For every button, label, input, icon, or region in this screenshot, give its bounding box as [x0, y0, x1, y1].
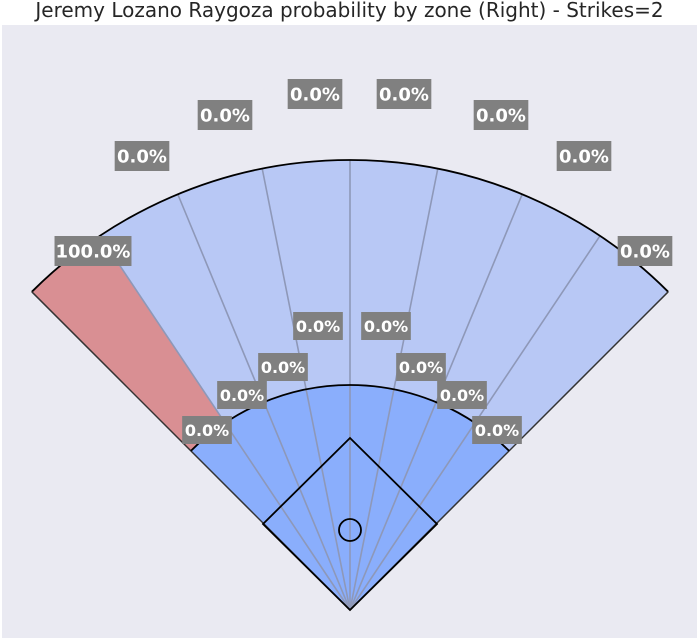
- outfield-zone-3: [177, 168, 307, 403]
- infield-zone-label-4-box: [293, 312, 343, 340]
- outfield-zone-2: [99, 194, 264, 423]
- infield-zone-label-1: 0.0%: [182, 416, 232, 444]
- chart-title: Jeremy Lozano Raygoza probability by zon…: [35, 0, 664, 22]
- outfield-zone-label-2-text: 0.0%: [117, 146, 167, 167]
- infield-zone-label-2: 0.0%: [217, 381, 267, 409]
- outfield-zone-label-8-box: [617, 236, 673, 266]
- infield-zone-label-7: 0.0%: [437, 381, 487, 409]
- outfield-zone-label-4-box: [287, 79, 343, 109]
- infield-zone-label-4: 0.0%: [293, 312, 343, 340]
- infield-zone-label-6: 0.0%: [396, 353, 446, 381]
- outfield-zone-label-8: 0.0%: [617, 236, 673, 266]
- outfield-zone-1: [31, 235, 225, 451]
- outfield-wall: [31, 159, 669, 293]
- infield-zone-label-8-box: [472, 416, 522, 444]
- outfield-zone-8: [475, 235, 669, 451]
- infield-zone-label-2-box: [217, 381, 267, 409]
- infield-zone-label-3-text: 0.0%: [261, 358, 305, 377]
- outfield-zone-label-6-text: 0.0%: [476, 105, 526, 126]
- outfield-zone-label-6: 0.0%: [473, 100, 529, 130]
- outfield-zone-label-3-box: [197, 100, 253, 130]
- outfield-zone-label-4: 0.0%: [287, 79, 343, 109]
- infield-zone-label-4-text: 0.0%: [296, 317, 340, 336]
- infield-zone-label-7-text: 0.0%: [440, 386, 484, 405]
- outfield-zone-label-3-text: 0.0%: [200, 105, 250, 126]
- outfield-zone-label-5: 0.0%: [376, 79, 432, 109]
- outfield-zone-label-4-text: 0.0%: [290, 84, 340, 105]
- base-diamond: [261, 436, 439, 612]
- outfield-zone-label-7: 0.0%: [556, 141, 612, 171]
- infield-zone-7: [350, 402, 476, 610]
- infield-zone-label-1-box: [182, 416, 232, 444]
- infield-zone-6: [350, 389, 437, 610]
- outfield-zone-label-2: 0.0%: [114, 141, 170, 171]
- infield-zone-label-5-text: 0.0%: [364, 317, 408, 336]
- outfield-zone-label-1-box: [54, 236, 132, 266]
- outfield-zone-6: [393, 168, 523, 403]
- infield-zone-label-8: 0.0%: [472, 416, 522, 444]
- outfield-zone-label-7-box: [556, 141, 612, 171]
- outfield-zone-label-7-text: 0.0%: [559, 146, 609, 167]
- outfield-zone-label-5-box: [376, 79, 432, 109]
- outfield-zone-label-5-text: 0.0%: [379, 84, 429, 105]
- infield-zone-label-5: 0.0%: [361, 312, 411, 340]
- outfield-zone-label-1: 100.0%: [54, 236, 132, 266]
- infield-zone-2: [224, 402, 350, 610]
- outfield-zone-7: [436, 194, 601, 423]
- outfield-zone-label-1-text: 100.0%: [56, 241, 131, 262]
- infield-zone-label-2-text: 0.0%: [220, 386, 264, 405]
- infield-zone-3: [263, 389, 350, 610]
- outfield-zone-label-2-box: [114, 141, 170, 171]
- infield-zone-label-5-box: [361, 312, 411, 340]
- infield-zone-label-3: 0.0%: [258, 353, 308, 381]
- infield-zone-label-8-text: 0.0%: [475, 421, 519, 440]
- infield-zone-label-6-text: 0.0%: [399, 358, 443, 377]
- outfield-zone-label-6-box: [473, 100, 529, 130]
- pitchers-mound: [338, 518, 362, 542]
- outfield-zone-label-3: 0.0%: [197, 100, 253, 130]
- outfield-zone-label-8-text: 0.0%: [620, 241, 670, 262]
- infield-zone-label-3-box: [258, 353, 308, 381]
- infield-zone-label-6-box: [396, 353, 446, 381]
- infield-zone-label-1-text: 0.0%: [185, 421, 229, 440]
- infield-zone-label-7-box: [437, 381, 487, 409]
